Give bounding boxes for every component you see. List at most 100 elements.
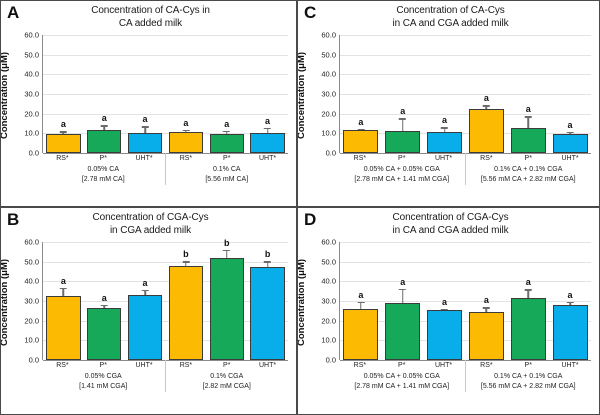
panel-title-line-2: CA added milk — [118, 17, 183, 29]
bar[interactable] — [127, 295, 163, 360]
x-axis-tick-label: P* — [398, 362, 406, 369]
gridline — [340, 133, 591, 135]
significance-letter: b — [183, 249, 189, 260]
bar[interactable] — [168, 265, 204, 360]
error-bar — [185, 129, 187, 134]
bar[interactable] — [510, 128, 546, 153]
bar[interactable] — [343, 130, 379, 153]
panel-title: Concentration of CA-Cys in CA and CGA add… — [298, 1, 599, 30]
x-axis-tick-label: UHT* — [259, 362, 277, 369]
x-axis-tick-label: RS* — [480, 362, 493, 369]
y-axis-label: Concentration (μM) — [1, 35, 12, 155]
bar[interactable] — [250, 267, 285, 360]
bar-slot: a — [343, 242, 379, 360]
panel-c: C Concentration of CA-Cys in CA and CGA ad… — [297, 0, 600, 207]
x-axis-tick-label: RS* — [480, 155, 493, 162]
x-axis-group: RS* P* UHT* 0.1% CGA [2.82 mM CGA] — [166, 360, 289, 392]
y-axis-ticks: 60.0 50.0 40.0 30.0 20.0 10.0 0.0 — [15, 31, 41, 158]
plot-gridlines: a a a b b b — [42, 238, 288, 361]
condition-percent-label: 0.1% CA — [212, 166, 241, 173]
panel-title-line-1: Concentration of CA-Cys — [396, 5, 505, 16]
condition-percent-label: 0.05% CGA — [84, 373, 122, 380]
y-axis-label: Concentration (μM) — [298, 35, 309, 155]
y-axis-tick-label: 30.0 — [321, 89, 336, 99]
bar[interactable] — [510, 297, 546, 360]
bar[interactable] — [427, 131, 463, 153]
bar[interactable] — [127, 133, 163, 153]
significance-letter: a — [142, 277, 148, 288]
x-axis-condition-label: 0.1% CGA [2.82 mM CGA] — [166, 369, 289, 392]
gridline — [340, 35, 591, 36]
bar-slot: a — [127, 35, 163, 153]
bar[interactable] — [468, 312, 504, 360]
error-bar — [266, 261, 269, 274]
significance-letter: b — [264, 249, 271, 260]
error-bar — [527, 116, 529, 140]
plot-gridlines: a a a a a a — [339, 242, 591, 361]
gridline — [43, 94, 288, 95]
bar[interactable] — [209, 258, 244, 360]
y-axis-tick-label: 60.0 — [321, 237, 336, 247]
bar[interactable] — [209, 134, 244, 153]
x-axis-tick-label: P* — [223, 362, 231, 369]
significance-letter: a — [60, 119, 66, 130]
condition-molarity-label: [2.78 mM CA + 1.41 mM CGA] — [354, 176, 450, 184]
x-axis-tick-label: RS* — [179, 155, 193, 162]
plot-area: Concentration (μM) 60.0 50.0 40.0 30.0 20.0 10… — [298, 238, 599, 414]
x-axis-tick-label: RS* — [353, 155, 367, 162]
x-axis-baseline — [340, 360, 591, 361]
panel-letter: A — [7, 3, 20, 22]
x-axis-tick-label: RS* — [56, 155, 69, 162]
condition-percent-label: 0.1% CA + 0.1% CGA — [494, 166, 563, 173]
significance-letter: a — [101, 113, 107, 124]
y-axis-tick-label: 0.0 — [28, 148, 39, 158]
bar[interactable] — [427, 310, 463, 360]
bar-group: a a a — [43, 242, 166, 360]
y-axis-tick-label: 0.0 — [325, 355, 336, 365]
significance-letter: a — [525, 104, 531, 115]
y-axis-tick-label: 50.0 — [321, 50, 336, 60]
plot-area: Concentration (μM) 60.0 50.0 40.0 30.0 20.0 10… — [298, 31, 599, 206]
panel-title: Concentration of CGA-Cys in CA and CGA ad… — [298, 208, 599, 237]
x-axis-category-labels: RS* P* UHT* — [42, 360, 165, 369]
error-bar — [103, 304, 105, 312]
plot-gridlines: a a a a a a — [339, 35, 592, 154]
error-bar — [569, 131, 571, 137]
bar[interactable] — [552, 133, 588, 153]
bar-group: a a a — [466, 35, 592, 153]
significance-letter: a — [142, 114, 148, 125]
x-axis-group: RS* P* UHT* 0.1% CA + 0.1% CGA [5.56 mM CA +… — [466, 153, 592, 185]
gridline — [340, 94, 591, 95]
panel-letter: C — [304, 3, 317, 22]
bar[interactable] — [87, 130, 122, 153]
bar[interactable] — [385, 130, 421, 153]
error-bar — [443, 127, 446, 137]
bar-slot: a — [46, 35, 81, 153]
bar[interactable] — [343, 309, 379, 360]
y-axis-tick-label: 40.0 — [321, 276, 336, 286]
bar[interactable] — [552, 305, 588, 360]
y-axis-tick-label: 30.0 — [321, 296, 336, 306]
bar[interactable] — [87, 308, 122, 360]
panel-d: D Concentration of CGA-Cys in CA and CGA a… — [297, 207, 600, 415]
bar[interactable] — [468, 109, 504, 153]
x-axis-tick-label: UHT* — [561, 362, 579, 369]
bar-groups: a a a a a a — [340, 242, 591, 360]
x-axis: RS* P* UHT* 0.05% CA + 0.05% CGA [2.78 mM CA… — [339, 360, 591, 414]
x-axis-tick-label: P* — [524, 362, 532, 369]
bar[interactable] — [168, 131, 204, 153]
x-axis-category-labels: RS* P* UHT* — [166, 153, 289, 162]
condition-molarity-label: [5.56 mM CA] — [205, 176, 249, 184]
bar[interactable] — [46, 133, 81, 153]
x-axis-condition-label: 0.1% CA + 0.1% CGA [5.56 mM CA + 2.82 mM … — [466, 369, 592, 392]
condition-molarity-label: [2.78 mM CA + 1.41 mM CGA] — [354, 383, 450, 391]
bar[interactable] — [385, 302, 421, 360]
gridline — [43, 35, 288, 36]
gridline — [43, 74, 288, 76]
plot-area: Concentration (μM) 60.0 50.0 40.0 30.0 20.0 10… — [1, 238, 296, 414]
x-axis-groups: RS* P* UHT* 0.05% CA + 0.05% CGA [2.78 mM CA… — [339, 153, 592, 186]
condition-percent-label: 0.05% CA + 0.05% CGA — [363, 166, 440, 173]
bar[interactable] — [250, 132, 285, 153]
bar[interactable] — [46, 296, 81, 360]
y-axis-tick-label: 50.0 — [24, 257, 39, 267]
